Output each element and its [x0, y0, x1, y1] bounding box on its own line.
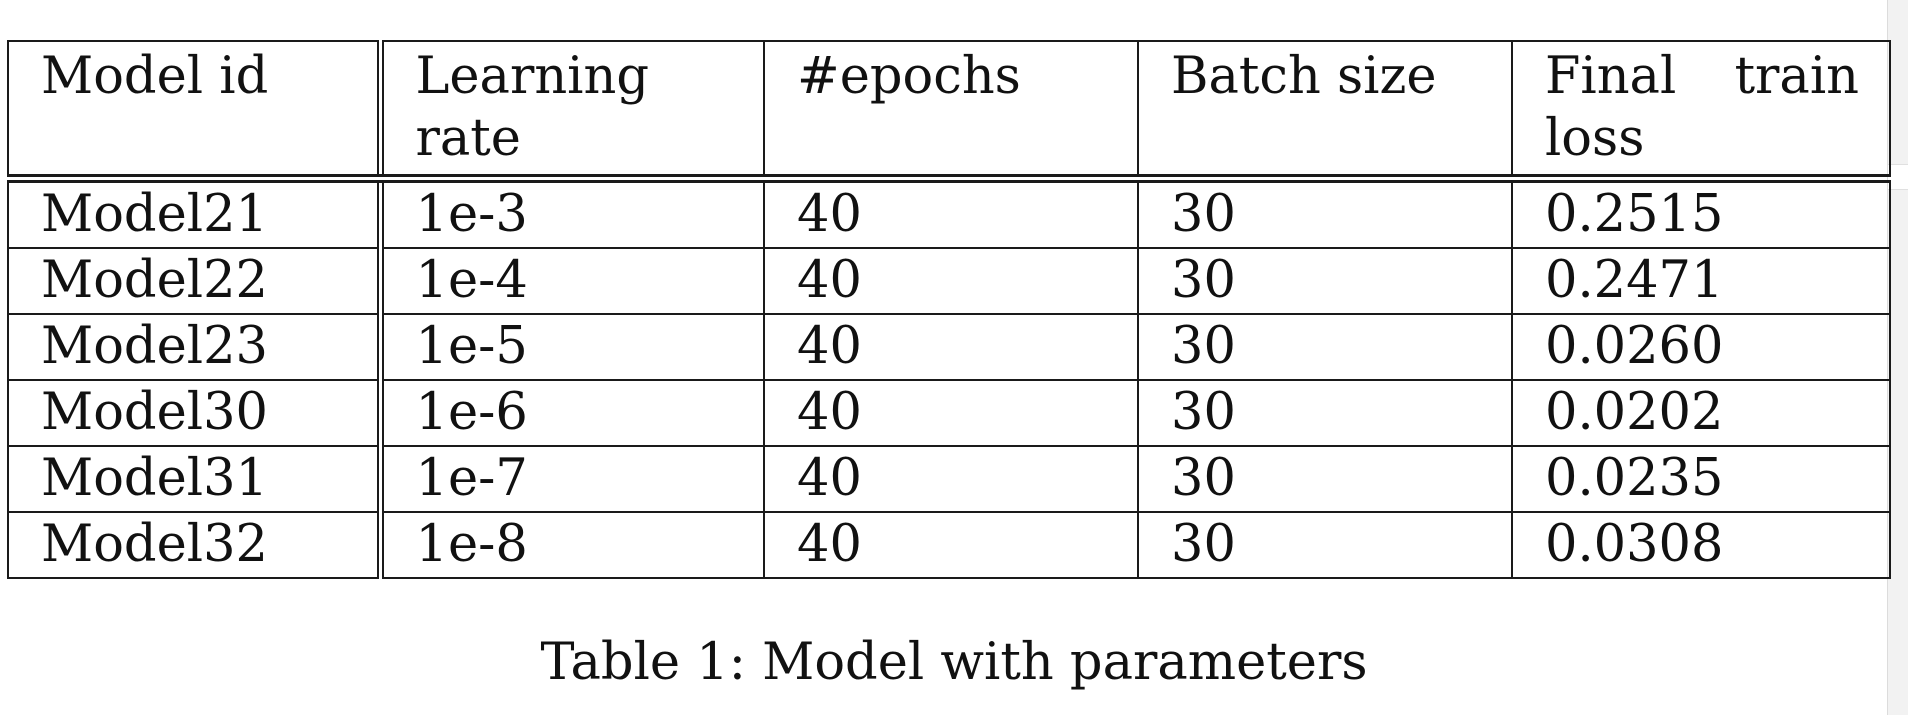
cell-learning-rate: 1e-7: [379, 445, 765, 513]
cell-model-id: Model21: [7, 174, 384, 249]
cell-final-train-loss: 0.0202: [1511, 379, 1891, 447]
header-final-word: Final: [1545, 47, 1677, 106]
cell-epochs: 40: [763, 511, 1139, 579]
table-row: Model30 1e-6 40 30 0.0202: [7, 379, 1891, 447]
header-batch-size: Batch size: [1137, 40, 1513, 180]
cell-learning-rate: 1e-3: [379, 174, 765, 249]
cell-model-id: Model23: [7, 313, 384, 381]
cell-final-train-loss: 0.2471: [1511, 247, 1891, 315]
parameters-table: Model id Learning rate #epochs Batch siz…: [7, 40, 1891, 579]
cell-learning-rate: 1e-5: [379, 313, 765, 381]
table-row: Model22 1e-4 40 30 0.2471: [7, 247, 1891, 315]
cell-final-train-loss: 0.0260: [1511, 313, 1891, 381]
cell-final-train-loss: 0.0308: [1511, 511, 1891, 579]
parameters-table-container: Model id Learning rate #epochs Batch siz…: [7, 40, 1891, 579]
header-final-train-loss: Final train loss: [1511, 40, 1891, 180]
header-train-word: train: [1734, 47, 1859, 106]
cell-epochs: 40: [763, 445, 1139, 513]
cell-model-id: Model22: [7, 247, 384, 315]
cell-batch-size: 30: [1137, 174, 1513, 249]
table-row: Model31 1e-7 40 30 0.0235: [7, 445, 1891, 513]
header-loss-word: loss: [1545, 109, 1645, 168]
cell-epochs: 40: [763, 247, 1139, 315]
cell-batch-size: 30: [1137, 511, 1513, 579]
table-caption: Table 1: Model with parameters: [540, 633, 1368, 692]
cell-model-id: Model31: [7, 445, 384, 513]
header-learning-rate: Learning rate: [379, 40, 765, 180]
table-row: Model21 1e-3 40 30 0.2515: [7, 174, 1891, 249]
cell-learning-rate: 1e-4: [379, 247, 765, 315]
cell-batch-size: 30: [1137, 379, 1513, 447]
final-train-header-line: Final train: [1545, 46, 1888, 108]
scrollbar-thumb[interactable]: [1888, 164, 1908, 190]
header-model-id: Model id: [7, 40, 384, 180]
cell-final-train-loss: 0.2515: [1511, 174, 1891, 249]
cell-batch-size: 30: [1137, 445, 1513, 513]
cell-learning-rate: 1e-6: [379, 379, 765, 447]
cell-final-train-loss: 0.0235: [1511, 445, 1891, 513]
cell-epochs: 40: [763, 313, 1139, 381]
table-header-row: Model id Learning rate #epochs Batch siz…: [7, 40, 1891, 180]
cell-batch-size: 30: [1137, 313, 1513, 381]
cell-model-id: Model32: [7, 511, 384, 579]
cell-learning-rate: 1e-8: [379, 511, 765, 579]
header-epochs: #epochs: [763, 40, 1139, 180]
table-row: Model23 1e-5 40 30 0.0260: [7, 313, 1891, 381]
cell-batch-size: 30: [1137, 247, 1513, 315]
table-row: Model32 1e-8 40 30 0.0308: [7, 511, 1891, 579]
cell-epochs: 40: [763, 379, 1139, 447]
cell-model-id: Model30: [7, 379, 384, 447]
cell-epochs: 40: [763, 174, 1139, 249]
